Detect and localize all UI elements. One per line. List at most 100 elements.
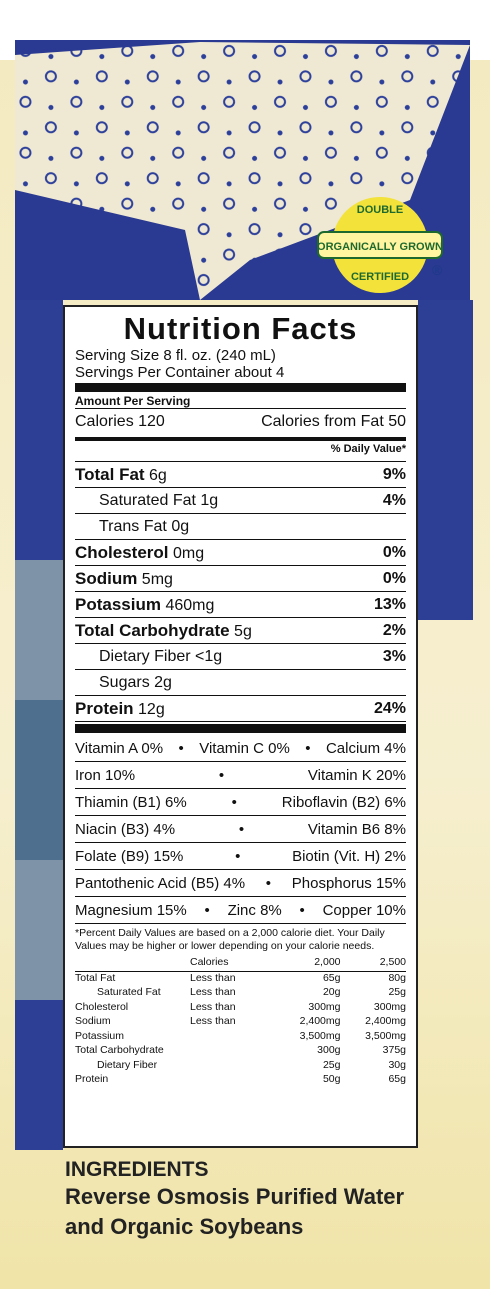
- table-v1: 300g: [317, 1044, 341, 1056]
- table-v2: 3,500mg: [365, 1029, 406, 1042]
- vitamin-item: •: [231, 793, 237, 811]
- vitamin-row: Pantothenic Acid (B5) 4% • Phosphorus 15%: [75, 870, 406, 897]
- table-name: Total Carbohydrate: [75, 1044, 164, 1056]
- vitamin-row: Niacin (B3) 4% • Vitamin B6 8%: [75, 816, 406, 843]
- nutrient-dv: 3%: [382, 647, 406, 665]
- table-name: Total Fat: [75, 971, 116, 984]
- nutrient: Potassium 460mg: [75, 595, 214, 615]
- nutrient: Sugars 2g: [75, 674, 172, 692]
- footnote: *Percent Daily Values are based on a 2,0…: [75, 927, 385, 952]
- nutrient-amount: 460mg: [165, 596, 215, 614]
- vitamin-item: Phosphorus 15%: [291, 874, 406, 892]
- calories-from-fat: Calories from Fat 50: [261, 413, 406, 430]
- nutrient-name: Total Carbohydrate: [75, 620, 230, 640]
- table-name: Dietary Fiber: [97, 1058, 158, 1071]
- vitamin-row: Thiamin (B1) 6% • Riboflavin (B2) 6%: [75, 789, 406, 816]
- nutrient-row: Trans Fat 0g: [75, 514, 406, 540]
- table-v1: 65g: [322, 971, 341, 984]
- table-name: Sodium: [75, 1015, 111, 1027]
- table-row: Sodium Less than 2,400mg 2,400mg: [75, 1015, 406, 1030]
- table-limit: Less than: [190, 1015, 236, 1027]
- ingredients-text: Reverse Osmosis Purified Water and Organi…: [65, 1182, 404, 1242]
- vitamin-item: •: [204, 901, 210, 919]
- nutrient-amount: 6g: [149, 466, 167, 484]
- nutrient-name: Dietary Fiber: [99, 647, 191, 665]
- vitamin-row: Vitamin A 0% • Vitamin C 0% • Calcium 4%: [75, 735, 406, 762]
- table-row: Saturated Fat Less than 20g 25g: [75, 986, 406, 1001]
- vitamin-item: Iron 10%: [75, 766, 136, 784]
- table-v2: 30g: [388, 1058, 406, 1071]
- table-name: Cholesterol: [75, 1000, 129, 1013]
- table-header-cell: 2,000: [314, 956, 341, 968]
- vitamin-item: Calcium 4%: [325, 739, 406, 757]
- badge-top: DOUBLE: [357, 204, 403, 216]
- vitamin-item: Folate (B9) 15%: [75, 847, 184, 865]
- nutrient-dv: 9%: [382, 465, 406, 483]
- vitamin-item: Vitamin B6 8%: [307, 820, 406, 838]
- table-name: Saturated Fat: [97, 986, 161, 998]
- nutrient: Total Carbohydrate 5g: [75, 621, 252, 641]
- nutrient-amount: 0mg: [172, 544, 205, 562]
- table-row: Total Fat Less than 65g 80g: [75, 972, 406, 987]
- vitamin-item: Magnesium 15%: [75, 901, 187, 919]
- nutrient-row: Potassium 460mg 13%: [75, 592, 406, 618]
- vitamin-item: Copper 10%: [322, 901, 406, 919]
- table-name: Protein: [75, 1073, 109, 1085]
- vitamin-item: •: [238, 820, 245, 838]
- nutrient-amount: <1g: [195, 647, 223, 665]
- dv-header: % Daily Value*: [75, 443, 406, 462]
- nutrient-list: Total Fat 6g 9% Saturated Fat 1g 4% Trans Fa…: [75, 462, 406, 722]
- table-row: Cholesterol Less than 300mg 300mg: [75, 1001, 406, 1016]
- vitamin-item: Vitamin A 0%: [75, 739, 164, 757]
- nutrient: Total Fat 6g: [75, 465, 167, 485]
- table-limit: Less than: [190, 986, 236, 998]
- vitamin-item: •: [218, 766, 225, 784]
- nutrient: Sodium 5mg: [75, 569, 173, 589]
- vitamin-item: •: [305, 739, 311, 757]
- table-v1: 3,500mg: [299, 1029, 341, 1042]
- nutrient-amount: 12g: [138, 700, 165, 718]
- vitamin-item: •: [178, 739, 184, 757]
- table-header: Calories 2,000 2,500: [75, 956, 406, 971]
- table-limit: [190, 1073, 275, 1088]
- nutrient-name: Saturated Fat: [99, 491, 196, 509]
- table-limit: [190, 1044, 275, 1059]
- nutrient-name: Protein: [75, 698, 134, 718]
- table-row: Potassium 3,500mg 3,500mg: [75, 1030, 406, 1045]
- nutrient-amount: 5g: [234, 622, 252, 640]
- table-limit: Less than: [190, 971, 236, 984]
- nutrient-dv: 4%: [382, 491, 406, 509]
- rule: [75, 724, 406, 733]
- nutrient: Trans Fat 0g: [75, 518, 189, 536]
- servings: Servings Per Container about 4: [75, 364, 285, 381]
- vitamin-item: Niacin (B3) 4%: [75, 820, 176, 838]
- nutrient-dv: 0%: [382, 569, 406, 587]
- vitamin-item: •: [299, 901, 305, 919]
- table-v2: 25g: [388, 986, 406, 998]
- nutrition-label: Nutrition Facts Serving Size 8 fl. oz. (…: [63, 305, 418, 1148]
- nutrient-dv: 0%: [382, 543, 406, 561]
- table-v1: 25g: [322, 1058, 341, 1071]
- nutrient-row: Dietary Fiber <1g 3%: [75, 644, 406, 670]
- dv-table: Total Fat Less than 65g 80g Saturated Fat Les…: [75, 972, 406, 1088]
- nutrient-row: Total Carbohydrate 5g 2%: [75, 618, 406, 644]
- table-v1: 300mg: [308, 1000, 341, 1013]
- nutrient: Saturated Fat 1g: [75, 492, 218, 510]
- nutrient-name: Total Fat: [75, 464, 145, 484]
- table-row: Protein 50g 65g: [75, 1073, 406, 1088]
- badge-bottom: CERTIFIED: [351, 271, 409, 283]
- vitamin-row: Iron 10% • Vitamin K 20%: [75, 762, 406, 789]
- table-v2: 375g: [382, 1044, 406, 1056]
- vitamin-item: Vitamin K 20%: [307, 766, 406, 784]
- nutrient-amount: 0g: [171, 517, 190, 535]
- vitamin-row: Magnesium 15% • Zinc 8% • Copper 10%: [75, 897, 406, 924]
- table-name: Potassium: [75, 1029, 125, 1042]
- vitamin-item: Riboflavin (B2) 6%: [281, 793, 406, 811]
- nutrient-dv: 24%: [373, 699, 406, 717]
- amount-per-serving: Amount Per Serving: [75, 394, 191, 408]
- rule: [75, 383, 406, 392]
- vitamin-item: Biotin (Vit. H) 2%: [292, 847, 406, 865]
- table-v1: 50g: [322, 1073, 341, 1085]
- nutrient-dv: 13%: [373, 595, 406, 613]
